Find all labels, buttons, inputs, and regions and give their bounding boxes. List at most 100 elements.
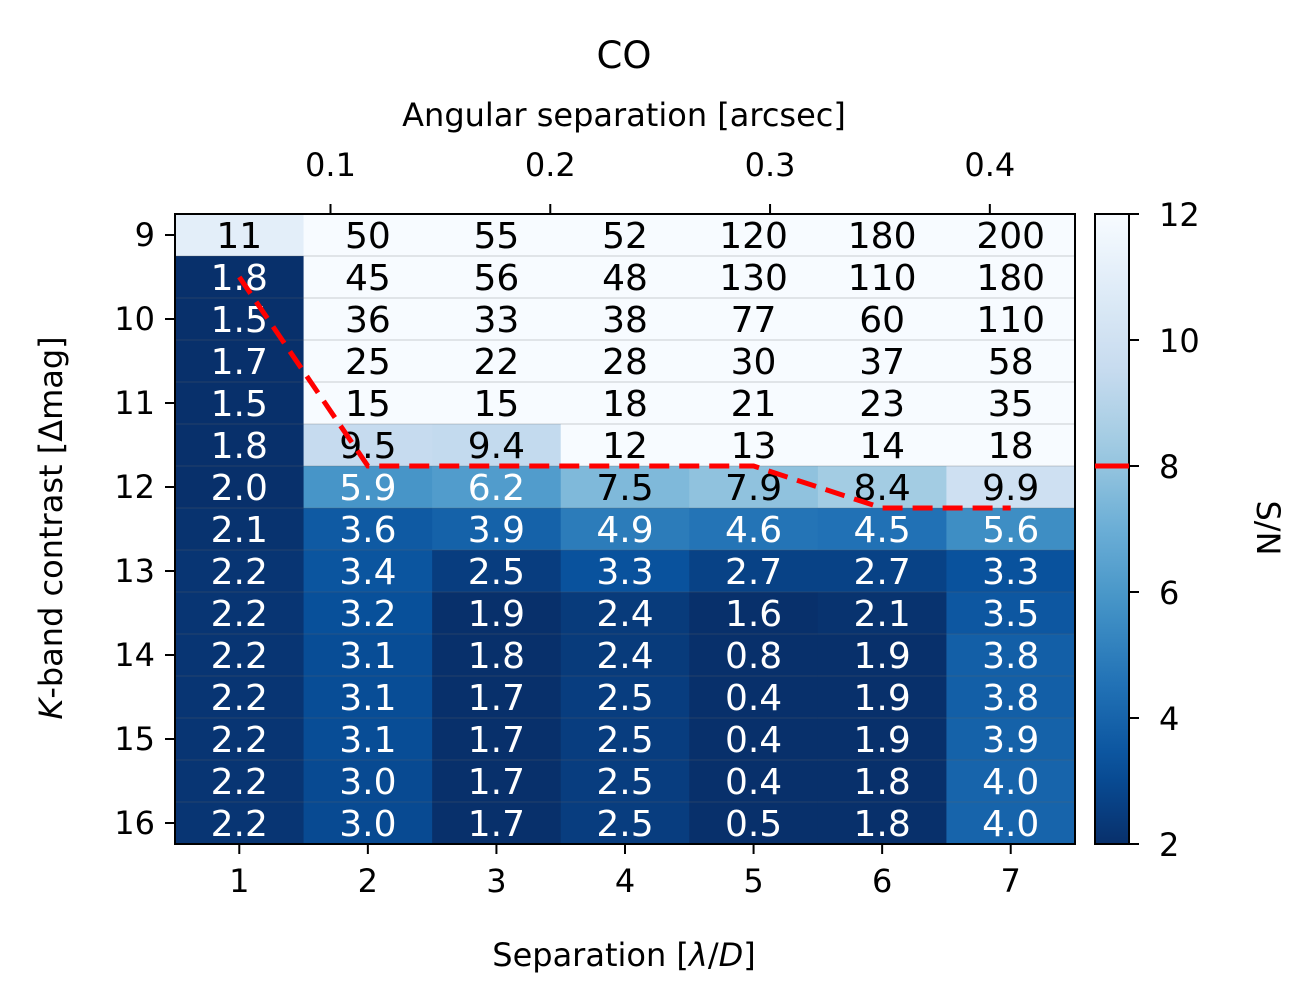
cell-value-label: 3.9: [982, 720, 1039, 761]
heatmap-cell: [946, 592, 1076, 635]
heatmap-cell: [175, 466, 305, 509]
cell-value-label: 4.5: [854, 510, 911, 551]
colorbar-ticks: 2 4 6 8 10 12: [1129, 196, 1200, 864]
heatmap-cell: [175, 298, 305, 341]
heatmap-cell: [946, 214, 1076, 257]
x-axis-label-part: ]: [743, 936, 755, 974]
heatmap-cell: [175, 214, 305, 257]
y-tick-label: 16: [114, 804, 155, 842]
cell-value-label: 58: [988, 342, 1034, 383]
cell-value-label: 45: [345, 258, 391, 299]
cell-value-label: 15: [345, 384, 391, 425]
cell-value-label: 4.6: [725, 510, 782, 551]
chart-title: CO: [597, 34, 652, 77]
threshold-line: [237, 275, 1011, 511]
heatmap-cell: [946, 802, 1076, 845]
heatmap-cell: [946, 760, 1076, 803]
cell-value-label: 1.9: [854, 678, 911, 719]
heatmap-cell: [432, 802, 562, 845]
heatmap-cell: [432, 508, 562, 551]
cell-value-label: 11: [216, 216, 262, 257]
y-tick-label: 9: [135, 216, 155, 254]
cell-value-label: 2.5: [596, 762, 653, 803]
cell-value-label: 18: [988, 426, 1034, 467]
cell-value-label: 180: [848, 216, 917, 257]
heatmap-cell: [817, 718, 948, 761]
heatmap-cell: [689, 214, 819, 257]
heatmap-cell: [817, 508, 948, 551]
heatmap-cell: [175, 424, 305, 467]
heatmap-cell: [689, 256, 819, 299]
cell-value-label: 3.1: [339, 678, 396, 719]
cell-value-label: 38: [602, 300, 648, 341]
cell-value-label: 200: [976, 216, 1045, 257]
heatmap-cell: [689, 382, 819, 425]
cell-value-label: 2.2: [211, 762, 268, 803]
heatmap-cell: [817, 214, 948, 257]
heatmap-cell: [689, 634, 819, 677]
heatmap-cell: [303, 340, 433, 383]
cell-value-label: 120: [719, 216, 788, 257]
cell-value-label: 1.5: [211, 384, 268, 425]
cell-value-label: 15: [474, 384, 520, 425]
y-tick-label: 10: [114, 300, 155, 338]
colorbar-tick-label: 8: [1159, 448, 1179, 486]
cell-value-label: 28: [602, 342, 648, 383]
heatmap-cell: [817, 466, 948, 509]
cell-value-label: 2.4: [596, 594, 653, 635]
colorbar-label: S/N: [1249, 500, 1287, 555]
cell-value-label: 48: [602, 258, 648, 299]
cell-value-label: 1.7: [468, 762, 525, 803]
cell-value-label: 30: [731, 342, 777, 383]
threshold-line-group: [237, 275, 1011, 511]
heatmap-cell: [303, 634, 433, 677]
cell-value-label: 9.9: [982, 468, 1039, 509]
heatmap-cell: [432, 718, 562, 761]
heatmap-cell: [817, 382, 948, 425]
cell-value-label: 110: [848, 258, 917, 299]
cell-value-label: 3.2: [339, 594, 396, 635]
cell-value-label: 21: [731, 384, 777, 425]
colorbar-tick-label: 6: [1159, 574, 1179, 612]
heatmap-cell: [175, 718, 305, 761]
heatmap-cell: [560, 718, 690, 761]
cell-value-label: 3.3: [596, 552, 653, 593]
cell-value-label: 2.1: [211, 510, 268, 551]
colorbar-tick-label: 2: [1159, 826, 1179, 864]
x-axis-ticks: 1 2 3 4 5 6 7: [229, 844, 1021, 900]
heatmap-cell: [560, 298, 690, 341]
colorbar-tick-label: 10: [1159, 322, 1200, 360]
cell-value-label: 7.5: [596, 468, 653, 509]
heatmap-cell: [689, 592, 819, 635]
heatmap-cells: [175, 214, 1076, 845]
heatmap-cell: [432, 466, 562, 509]
heatmap-cell: [689, 550, 819, 593]
cell-value-label: 9.4: [468, 426, 525, 467]
colorbar: [1094, 213, 1130, 845]
cell-value-label: 23: [859, 384, 905, 425]
cell-value-label: 2.5: [596, 804, 653, 845]
heatmap-cell: [817, 256, 948, 299]
cell-value-label: 3.6: [339, 510, 396, 551]
heatmap-cell: [689, 340, 819, 383]
cell-value-label: 1.9: [468, 594, 525, 635]
cell-value-label: 2.7: [725, 552, 782, 593]
x-axis-label-part: /: [708, 936, 719, 974]
heatmap-cell: [175, 340, 305, 383]
x-axis-label-part: Separation [: [492, 936, 689, 974]
cell-value-label: 2.1: [854, 594, 911, 635]
heatmap-cell: [946, 424, 1076, 467]
heatmap-cell: [946, 298, 1076, 341]
heatmap-cell: [946, 256, 1076, 299]
heatmap-cell: [946, 340, 1076, 383]
cell-value-label: 12: [602, 426, 648, 467]
heatmap-cell: [432, 424, 562, 467]
top-tick-label: 0.3: [745, 146, 796, 184]
cell-value-label: 1.8: [468, 636, 525, 677]
heatmap-cell: [303, 760, 433, 803]
heatmap-cell: [560, 214, 690, 257]
heatmap-cell: [175, 760, 305, 803]
cell-value-label: 4.9: [596, 510, 653, 551]
cell-value-label: 2.7: [854, 552, 911, 593]
y-axis-ticks: 9 10 11 12 13 14 15 16: [114, 216, 175, 842]
